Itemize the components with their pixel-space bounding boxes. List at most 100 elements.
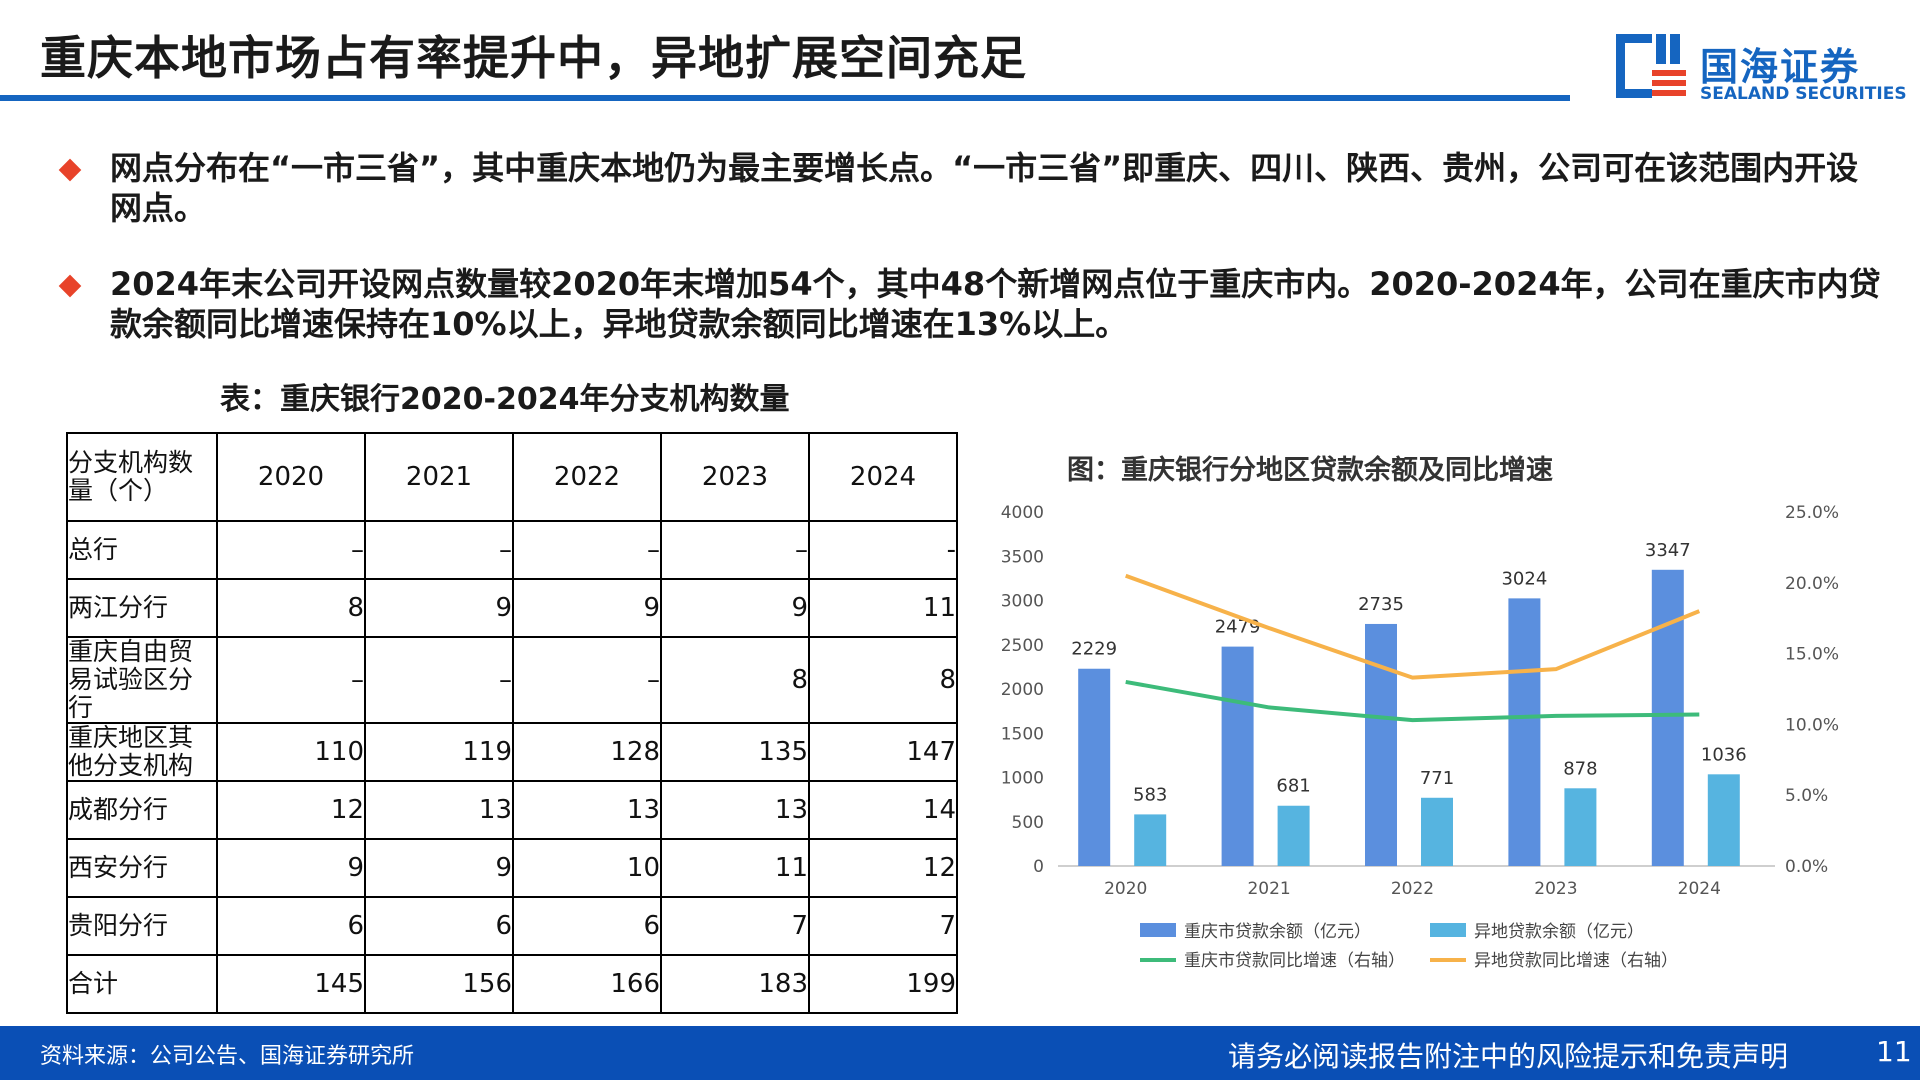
row-label: 重庆地区其他分支机构 xyxy=(66,722,218,782)
table-cell: 13 xyxy=(660,780,810,840)
table-cell: 147 xyxy=(808,722,958,782)
line-other-region-growth xyxy=(1125,573,1701,680)
table-row: 贵阳分行 6 6 6 7 7 xyxy=(66,896,958,956)
bar-other-region xyxy=(1564,788,1597,866)
bar-other-region xyxy=(1134,814,1167,866)
table-row: 合计 145 156 166 183 199 xyxy=(66,954,958,1014)
table-cell: 6 xyxy=(512,896,662,956)
bar-data-label: 771 xyxy=(1420,768,1454,789)
footer-bar: 资料来源：公司公告、国海证券研究所 请务必阅读报告附注中的风险提示和免责声明 1… xyxy=(0,1026,1920,1080)
table-cell: 119 xyxy=(364,722,514,782)
bar-chongqing xyxy=(1365,623,1397,866)
table-cell: – xyxy=(216,636,366,724)
source-note: 资料来源：公司公告、国海证券研究所 xyxy=(40,1044,415,1069)
x-tick-label: 2021 xyxy=(1247,879,1290,899)
legend-label: 重庆市贷款余额（亿元） xyxy=(1184,922,1371,942)
table-row: 成都分行 12 13 13 13 14 xyxy=(66,780,958,840)
bar-data-label: 583 xyxy=(1133,784,1167,805)
table-cell: 9 xyxy=(216,838,366,898)
y-right-tick-label: 20.0% xyxy=(1785,574,1839,594)
y-right-tick-label: 0.0% xyxy=(1785,857,1828,877)
y-right-tick-label: 15.0% xyxy=(1785,645,1839,665)
y-left-tick-label: 1500 xyxy=(1001,724,1044,744)
table-cell: 13 xyxy=(512,780,662,840)
table-cell: – xyxy=(216,520,366,580)
table-cell: 166 xyxy=(512,954,662,1014)
y-left-tick-label: 3000 xyxy=(1001,592,1044,612)
table-cell: 12 xyxy=(216,780,366,840)
legend-bar-swatch-icon xyxy=(1430,923,1466,937)
bullet-text: 2024年末公司开设网点数量较2020年末增加54个，其中48个新增网点位于重庆… xyxy=(110,265,1881,343)
bullet-point-1: 网点分布在“一市三省”，其中重庆本地仍为最主要增长点。“一市三省”即重庆、四川、… xyxy=(58,148,1882,228)
x-tick-label: 2024 xyxy=(1678,879,1721,899)
table-cell: – xyxy=(364,520,514,580)
bar-other-region xyxy=(1707,774,1740,866)
bullet-diamond-icon xyxy=(58,274,82,298)
table-cell: 9 xyxy=(364,578,514,638)
table-cell: 8 xyxy=(808,636,958,724)
bullet-point-2: 2024年末公司开设网点数量较2020年末增加54个，其中48个新增网点位于重庆… xyxy=(58,264,1882,344)
table-row: 总行 – – – – - xyxy=(66,520,958,580)
row-label: 重庆自由贸易试验区分行 xyxy=(66,636,218,724)
table-cell: 156 xyxy=(364,954,514,1014)
bar-data-label: 3347 xyxy=(1645,540,1691,561)
table-header-row: 分支机构数量（个） 2020 2021 2022 2023 2024 xyxy=(66,432,958,522)
table-cell: 9 xyxy=(512,578,662,638)
legend-label: 异地贷款余额（亿元） xyxy=(1474,922,1644,942)
disclaimer-note: 请务必阅读报告附注中的风险提示和免责声明 xyxy=(1228,1040,1789,1073)
table-row: 两江分行 8 9 9 9 11 xyxy=(66,578,958,638)
row-label: 两江分行 xyxy=(66,578,218,638)
table-row: 重庆自由贸易试验区分行 – – – 8 8 xyxy=(66,636,958,724)
bullet-diamond-icon xyxy=(58,158,82,182)
x-tick-label: 2022 xyxy=(1391,879,1434,899)
logo-english-name: SEALAND SECURITIES xyxy=(1700,84,1907,104)
bar-other-region xyxy=(1277,805,1310,866)
bar-chongqing xyxy=(1651,569,1684,866)
bar-data-label: 878 xyxy=(1563,758,1597,779)
table-cell: 183 xyxy=(660,954,810,1014)
legend-label: 重庆市贷款同比增速（右轴） xyxy=(1184,951,1405,971)
company-logo: 国海证券 SEALAND SECURITIES xyxy=(1612,28,1907,108)
table-cell: 128 xyxy=(512,722,662,782)
table-cell: – xyxy=(660,520,810,580)
page-number: 11 xyxy=(1876,1035,1912,1068)
table-header-year: 2022 xyxy=(512,432,662,522)
y-left-tick-label: 2500 xyxy=(1001,636,1044,656)
table-cell: 9 xyxy=(364,838,514,898)
branch-count-table: 分支机构数量（个） 2020 2021 2022 2023 2024 总行 – … xyxy=(66,432,958,1014)
table-cell: 13 xyxy=(364,780,514,840)
bullet-text: 网点分布在“一市三省”，其中重庆本地仍为最主要增长点。“一市三省”即重庆、四川、… xyxy=(110,149,1859,227)
line-chongqing-growth xyxy=(1125,679,1700,723)
table-cell: 7 xyxy=(808,896,958,956)
bar-data-label: 3024 xyxy=(1501,568,1547,589)
table-cell: – xyxy=(512,636,662,724)
table-cell: 8 xyxy=(216,578,366,638)
row-label: 西安分行 xyxy=(66,838,218,898)
y-left-tick-label: 3500 xyxy=(1001,547,1044,567)
page-title: 重庆本地市场占有率提升中，异地扩展空间充足 xyxy=(40,31,1027,85)
table-header-year: 2024 xyxy=(808,432,958,522)
table-title: 表：重庆银行2020-2024年分支机构数量 xyxy=(220,382,790,417)
y-left-tick-label: 4000 xyxy=(1001,503,1044,523)
table-cell: 12 xyxy=(808,838,958,898)
row-label: 合计 xyxy=(66,954,218,1014)
table-row: 西安分行 9 9 10 11 12 xyxy=(66,838,958,898)
y-left-tick-label: 0 xyxy=(1033,857,1044,877)
table-cell: 6 xyxy=(364,896,514,956)
y-right-tick-label: 10.0% xyxy=(1785,715,1839,735)
legend-label: 异地贷款同比增速（右轴） xyxy=(1474,951,1678,971)
table-cell: 6 xyxy=(216,896,366,956)
table-cell: 7 xyxy=(660,896,810,956)
table-header-label: 分支机构数量（个） xyxy=(66,432,218,522)
y-left-tick-label: 2000 xyxy=(1001,680,1044,700)
bar-data-label: 2229 xyxy=(1071,639,1117,660)
legend-bar-swatch-icon xyxy=(1140,923,1176,937)
bar-chongqing xyxy=(1078,668,1111,866)
bar-data-label: 1036 xyxy=(1701,744,1747,765)
table-header-year: 2021 xyxy=(364,432,514,522)
table-cell: 8 xyxy=(660,636,810,724)
table-row: 重庆地区其他分支机构 110 119 128 135 147 xyxy=(66,722,958,782)
table-cell: 10 xyxy=(512,838,662,898)
y-right-tick-label: 5.0% xyxy=(1785,786,1828,806)
table-cell: 199 xyxy=(808,954,958,1014)
